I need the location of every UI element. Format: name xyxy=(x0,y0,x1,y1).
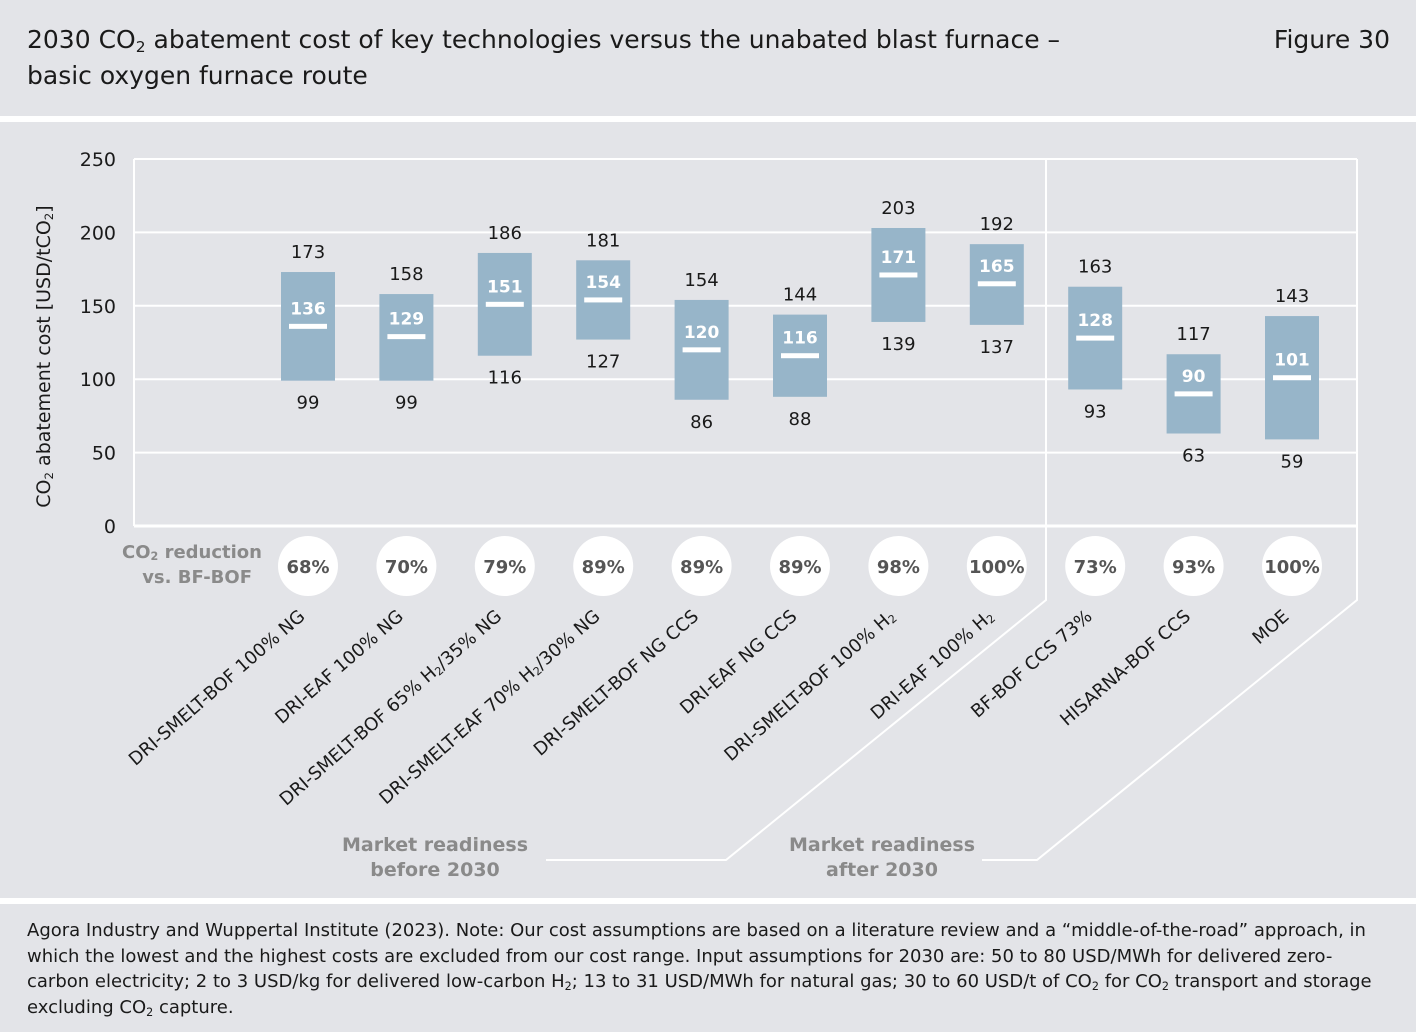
source-note: Agora Industry and Wuppertal Institute (… xyxy=(27,920,1372,1019)
low-value-label: 116 xyxy=(488,368,522,389)
category-label: DRI-SMELT-BOF 100% NG xyxy=(125,606,309,770)
y-axis-label: CO2​ abatement cost [USD/tCO2​] xyxy=(33,205,56,507)
co2-reduction-circle xyxy=(1065,536,1126,596)
low-value-label: 86 xyxy=(690,412,713,433)
co2-reduction-value: 89% xyxy=(680,557,723,578)
co2-reduction-label: vs. BF-BOF xyxy=(142,567,252,588)
mid-value-label: 154 xyxy=(585,273,621,293)
group-label: after 2030 xyxy=(826,859,938,881)
mid-value-label: 90 xyxy=(1182,367,1206,387)
mid-value-label: 116 xyxy=(782,329,818,349)
co2-reduction-circle xyxy=(868,536,929,596)
high-value-label: 181 xyxy=(586,230,620,251)
chart-panel: 0 50 100 150 200 250 CO2​ abatement cost [USD/… xyxy=(0,122,1416,898)
co2-reduction-value: 100% xyxy=(969,557,1025,578)
mid-value-label: 129 xyxy=(389,310,425,330)
high-value-label: 203 xyxy=(881,198,915,219)
group-separator-line xyxy=(546,159,1047,861)
mid-value-label: 128 xyxy=(1077,311,1113,331)
mid-value-label: 120 xyxy=(684,323,720,343)
category-label: MOE xyxy=(1249,606,1294,649)
group-label: before 2030 xyxy=(370,859,500,881)
group-boundary-line xyxy=(982,159,1358,861)
co2-reduction-circle xyxy=(376,536,437,596)
co2-reduction-circle xyxy=(671,536,732,596)
high-value-label: 173 xyxy=(291,242,325,263)
range-bar-chart: 0 50 100 150 200 250 CO2​ abatement cost [USD/… xyxy=(33,149,1358,881)
co2-reduction-label: CO2​ reduction xyxy=(122,542,262,563)
co2-reduction-circle xyxy=(1163,536,1224,596)
mid-marker xyxy=(1174,391,1213,397)
mid-value-label: 151 xyxy=(487,277,523,297)
low-value-label: 59 xyxy=(1281,451,1304,472)
mid-marker xyxy=(1076,335,1115,341)
co2-reduction-circle xyxy=(474,536,535,596)
low-value-label: 99 xyxy=(297,393,320,414)
low-value-label: 93 xyxy=(1084,401,1107,422)
mid-marker xyxy=(289,323,327,329)
group-label: Market readiness xyxy=(342,834,528,856)
low-value-label: 137 xyxy=(980,337,1014,358)
category-label: DRI-SMELT-BOF NG CCS xyxy=(530,606,703,760)
y-tick-label: 200 xyxy=(80,222,116,244)
co2-reduction-value: 89% xyxy=(582,557,625,578)
low-value-label: 139 xyxy=(881,334,915,355)
co2-reduction-circle xyxy=(770,536,830,596)
co2-reduction-value: 98% xyxy=(877,557,920,578)
co2-reduction-circle xyxy=(966,536,1027,596)
mid-marker xyxy=(879,272,918,278)
y-tick-label: 50 xyxy=(92,443,116,465)
high-value-label: 117 xyxy=(1176,324,1210,345)
co2-reduction-value: 79% xyxy=(483,557,526,578)
co2-reduction-value: 89% xyxy=(778,557,821,578)
high-value-label: 163 xyxy=(1078,257,1112,278)
y-tick-label: 0 xyxy=(104,516,116,538)
mid-value-label: 136 xyxy=(290,299,326,319)
co2-reduction-value: 100% xyxy=(1264,557,1320,578)
header-panel: 2030 CO2 abatement cost of key technolog… xyxy=(0,0,1416,116)
co2-reduction-value: 73% xyxy=(1074,557,1117,578)
chart-title: 2030 CO2 abatement cost of key technolog… xyxy=(27,25,1061,90)
low-value-label: 63 xyxy=(1182,446,1205,467)
category-label: DRI-SMELT-BOF 100% H2​ xyxy=(720,606,900,766)
low-value-label: 127 xyxy=(586,352,620,373)
high-value-label: 186 xyxy=(488,223,522,244)
mid-marker xyxy=(682,347,721,353)
co2-reduction-value: 70% xyxy=(385,557,428,578)
high-value-label: 154 xyxy=(684,270,718,291)
group-label: Market readiness xyxy=(789,834,975,856)
mid-marker xyxy=(584,297,623,303)
high-value-label: 192 xyxy=(980,214,1014,235)
mid-marker xyxy=(781,353,819,359)
mid-marker xyxy=(485,301,524,307)
high-value-label: 144 xyxy=(783,285,817,306)
y-tick-label: 250 xyxy=(80,149,116,171)
footer-panel: Agora Industry and Wuppertal Institute (… xyxy=(0,904,1416,1032)
high-value-label: 158 xyxy=(389,264,423,285)
mid-marker xyxy=(977,281,1016,287)
low-value-label: 88 xyxy=(789,409,812,430)
co2-reduction-circle xyxy=(278,536,338,596)
mid-value-label: 165 xyxy=(979,257,1015,277)
mid-value-label: 171 xyxy=(881,248,917,268)
mid-marker xyxy=(1273,375,1311,381)
mid-marker xyxy=(387,334,426,340)
high-value-label: 143 xyxy=(1275,286,1309,307)
co2-reduction-value: 93% xyxy=(1172,557,1215,578)
y-tick-label: 100 xyxy=(80,369,116,391)
mid-value-label: 101 xyxy=(1274,351,1310,371)
co2-reduction-circle xyxy=(1262,536,1322,596)
figure-label: Figure 30 xyxy=(1273,25,1390,54)
y-tick-label: 150 xyxy=(80,296,116,318)
category-label: DRI-SMELT-EAF 70% H2​/30% NG xyxy=(375,606,604,809)
low-value-label: 99 xyxy=(395,393,418,414)
co2-reduction-value: 68% xyxy=(286,557,329,578)
co2-reduction-circle xyxy=(573,536,634,596)
